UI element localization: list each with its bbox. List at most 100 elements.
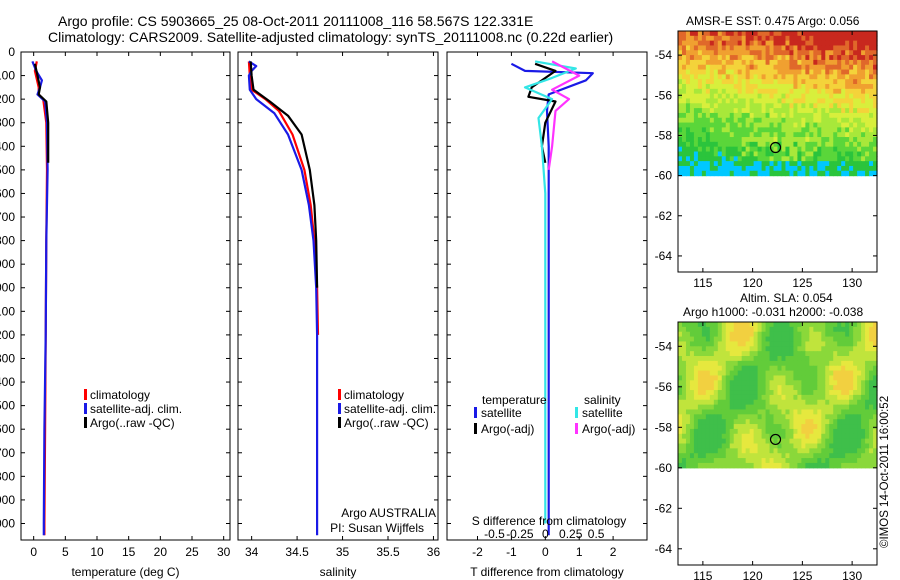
sst_map-cell bbox=[713, 84, 719, 90]
sst_map-cell bbox=[873, 59, 878, 66]
sla_map-cell bbox=[861, 424, 866, 430]
sla_map-cell bbox=[705, 346, 711, 352]
sla_map-cell bbox=[713, 394, 719, 401]
sla_map-cell bbox=[725, 336, 731, 343]
sst_map-cell bbox=[709, 127, 715, 133]
sst_map-cell bbox=[837, 79, 842, 85]
sst_map-cell bbox=[701, 31, 707, 37]
sst_map-cell bbox=[685, 156, 691, 162]
sst_map-cell bbox=[678, 59, 683, 66]
sla_map-cell bbox=[713, 375, 719, 381]
sla_map-cell bbox=[749, 394, 755, 401]
diff-legend-swatch bbox=[575, 407, 578, 418]
sla_map-cell bbox=[797, 453, 802, 459]
sst_map-cell bbox=[773, 50, 779, 56]
sla_map-cell bbox=[769, 424, 775, 430]
sla_map-cell bbox=[721, 385, 727, 391]
sla_map-cell bbox=[709, 453, 715, 459]
sla_map-cell bbox=[741, 448, 747, 454]
sla_map-cell bbox=[733, 443, 739, 449]
sla_map-cell bbox=[873, 356, 878, 362]
sst_map-cell bbox=[713, 156, 719, 162]
sla_map-cell bbox=[841, 390, 846, 396]
sst_map-cell bbox=[853, 156, 858, 162]
sst_map-cell bbox=[865, 132, 870, 138]
sst_map-cell bbox=[681, 165, 687, 172]
sla_map-cell bbox=[861, 394, 866, 401]
sla_map-cell bbox=[801, 409, 806, 415]
sst_map-cell bbox=[845, 112, 850, 119]
sla_map-cell bbox=[721, 360, 727, 367]
sla_map-cell bbox=[693, 331, 699, 338]
sla_map-cell bbox=[865, 360, 870, 367]
salinity-frame bbox=[237, 51, 439, 541]
sst_map-cell bbox=[829, 108, 834, 114]
sla_map-cell bbox=[837, 360, 842, 367]
sst_map-cell bbox=[721, 132, 727, 138]
sst_map-cell bbox=[841, 55, 846, 61]
sla_map-cell bbox=[761, 394, 767, 401]
sst_map-cell bbox=[833, 151, 838, 157]
sla_map-cell bbox=[809, 424, 814, 430]
sst_map-cell bbox=[857, 55, 862, 61]
sst_map-cell bbox=[777, 151, 783, 157]
sst_map-cell bbox=[749, 79, 755, 85]
sla_map-cell bbox=[745, 360, 751, 367]
sst_map-cell bbox=[813, 161, 818, 167]
sst_map-cell bbox=[817, 50, 822, 56]
sst_map-cell bbox=[841, 93, 846, 100]
sla_map-cell bbox=[861, 433, 866, 440]
sla_map-cell bbox=[777, 399, 783, 406]
sla_map-cell bbox=[697, 346, 703, 352]
sla_map-cell bbox=[813, 365, 818, 372]
sst_map-cell bbox=[845, 132, 850, 138]
sla_map-cell bbox=[717, 433, 723, 440]
sla_map-cell bbox=[841, 385, 846, 391]
sla_map-cell bbox=[701, 331, 707, 338]
sst_map-cell bbox=[697, 55, 703, 61]
sst_map-cell bbox=[729, 117, 735, 124]
sla_map-cell bbox=[857, 462, 862, 469]
sst_map-cell bbox=[709, 137, 715, 143]
sst_map-cell bbox=[697, 146, 703, 153]
sla_map-cell bbox=[741, 458, 747, 464]
sst_map-cell bbox=[757, 55, 763, 61]
sst_map-cell bbox=[793, 108, 798, 114]
sst_map-cell bbox=[861, 88, 866, 95]
sst_map-cell bbox=[865, 64, 870, 71]
sst_map-cell bbox=[873, 74, 878, 80]
sla_map-cell bbox=[685, 336, 691, 343]
sst_map-cell bbox=[749, 141, 755, 148]
sst_map-cell bbox=[689, 146, 695, 153]
sla_map-cell bbox=[817, 336, 822, 343]
sst_map-xtick-label: 115 bbox=[693, 276, 712, 290]
sst_map-cell bbox=[685, 64, 691, 71]
sst_map-cell bbox=[689, 40, 695, 47]
sst_map-cell bbox=[833, 165, 838, 172]
sla_map-cell bbox=[869, 385, 874, 391]
sst_map-cell bbox=[777, 55, 783, 61]
sst_map-cell bbox=[853, 170, 858, 177]
sst_map-cell bbox=[761, 151, 767, 157]
difference-series-cyan bbox=[523, 60, 577, 524]
sst_map-cell bbox=[689, 156, 695, 162]
sst_map-cell bbox=[777, 132, 783, 138]
map2-subtitle: Argo h1000: -0.031 h2000: -0.038 bbox=[683, 305, 864, 319]
sst_map-cell bbox=[853, 84, 858, 90]
sst_map-cell bbox=[837, 31, 842, 37]
sla_map-cell bbox=[757, 385, 763, 391]
sst_map-cell bbox=[845, 93, 850, 100]
sst_map-cell bbox=[737, 84, 743, 90]
sst_map-cell bbox=[833, 31, 838, 37]
sst_map-cell bbox=[821, 64, 826, 71]
sla_map-cell bbox=[773, 331, 779, 338]
sla_map-cell bbox=[709, 433, 715, 440]
sla_map-cell bbox=[705, 375, 711, 381]
sla_map-cell bbox=[697, 428, 703, 435]
sst_map-cell bbox=[685, 40, 691, 47]
sst_map-cell bbox=[865, 88, 870, 95]
sst_map-cell bbox=[685, 93, 691, 100]
sst_map-cell bbox=[721, 108, 727, 114]
sla_map-cell bbox=[869, 370, 874, 377]
sla_map-cell bbox=[765, 390, 771, 396]
